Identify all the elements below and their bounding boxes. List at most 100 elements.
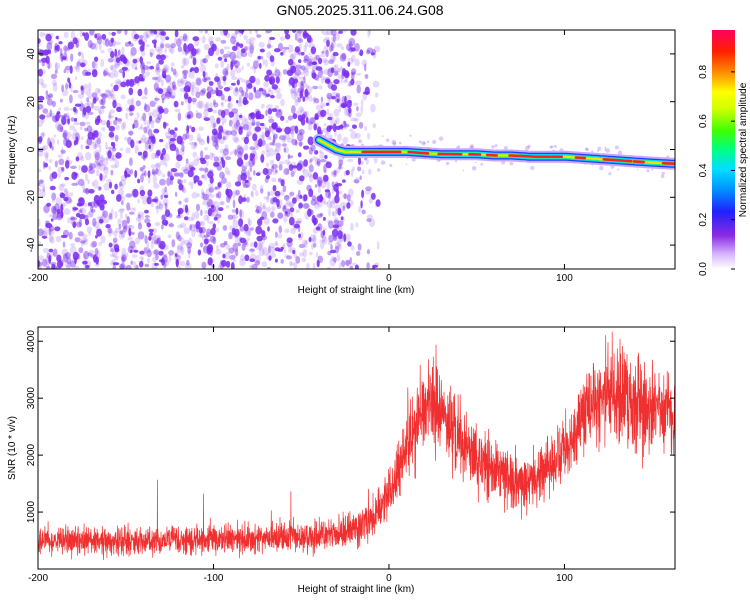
noise-point [134, 33, 139, 40]
noise-point [148, 128, 153, 137]
noise-point [184, 111, 192, 121]
noise-point [389, 163, 393, 168]
noise-point [219, 171, 225, 179]
noise-point [88, 189, 95, 194]
noise-point [139, 56, 143, 64]
noise-point [147, 112, 153, 117]
noise-point [77, 93, 85, 99]
noise-point [108, 212, 113, 220]
noise-point [107, 150, 112, 159]
noise-point [268, 136, 272, 141]
noise-point [336, 237, 342, 247]
noise-point [162, 148, 166, 156]
noise-point [133, 117, 139, 123]
noise-point [462, 169, 465, 172]
noise-point [222, 68, 229, 76]
noise-point [141, 172, 146, 176]
noise-point [264, 75, 270, 82]
noise-point [244, 179, 249, 183]
noise-point [335, 183, 343, 187]
noise-point [302, 30, 308, 39]
noise-point [320, 106, 324, 110]
noise-point [256, 34, 262, 38]
noise-point [155, 67, 161, 76]
noise-point [73, 106, 77, 113]
noise-point [255, 190, 259, 197]
noise-point [41, 83, 47, 89]
noise-point [130, 139, 135, 149]
noise-point [80, 85, 84, 91]
noise-point [174, 108, 181, 113]
noise-point [122, 265, 128, 269]
noise-point [178, 183, 184, 191]
noise-point [337, 220, 344, 227]
spectrogram-y-label: Frequency (Hz) [7, 116, 18, 185]
noise-point [46, 252, 51, 259]
noise-point [292, 166, 297, 174]
noise-point [150, 30, 157, 33]
noise-point [45, 152, 49, 162]
noise-point [284, 159, 290, 165]
noise-point [339, 208, 343, 214]
chart-title: GN05.2025.311.06.24.G08 [276, 2, 443, 18]
noise-scatter [38, 30, 670, 269]
noise-point [320, 109, 327, 118]
noise-point [319, 242, 325, 250]
noise-point [54, 42, 59, 51]
noise-point [232, 219, 239, 229]
noise-point [188, 181, 194, 186]
noise-point [339, 66, 344, 71]
noise-point [155, 150, 161, 156]
noise-point [262, 202, 266, 210]
noise-point [144, 87, 148, 96]
noise-point [207, 107, 213, 113]
noise-point [192, 57, 197, 66]
noise-point [149, 231, 154, 236]
noise-point [84, 32, 90, 41]
noise-point [329, 257, 337, 267]
noise-point [280, 98, 285, 107]
y-tick-label: 1000 [26, 500, 37, 523]
noise-point [164, 42, 170, 49]
noise-point [351, 72, 355, 81]
noise-point [179, 172, 184, 179]
noise-point [290, 65, 297, 71]
noise-point [191, 192, 198, 199]
noise-point [233, 123, 238, 129]
noise-point [255, 204, 259, 209]
noise-point [291, 138, 298, 146]
noise-point [163, 190, 169, 199]
noise-point [199, 167, 205, 172]
noise-point [346, 202, 351, 209]
noise-point [217, 191, 222, 199]
noise-point [156, 203, 164, 209]
noise-point [295, 256, 301, 264]
noise-point [94, 96, 99, 102]
noise-point [174, 37, 178, 45]
noise-point [275, 169, 278, 174]
noise-point [343, 122, 348, 130]
noise-point [211, 204, 214, 209]
noise-point [244, 91, 248, 100]
noise-point [100, 105, 106, 109]
noise-point [233, 250, 238, 258]
noise-point [258, 243, 263, 251]
noise-point [257, 55, 261, 60]
noise-point [112, 262, 120, 266]
noise-point [168, 44, 173, 53]
noise-point [341, 70, 346, 76]
noise-point [226, 188, 233, 198]
noise-point [343, 193, 347, 200]
noise-point [302, 203, 310, 209]
noise-point [151, 152, 157, 160]
noise-point [224, 166, 229, 175]
noise-point [38, 187, 42, 192]
noise-point [101, 98, 106, 103]
noise-point [153, 128, 160, 134]
noise-point [267, 89, 274, 97]
noise-point [149, 115, 153, 122]
noise-point [121, 256, 126, 263]
noise-point [155, 63, 160, 71]
noise-point [139, 256, 144, 260]
noise-point [75, 64, 81, 73]
